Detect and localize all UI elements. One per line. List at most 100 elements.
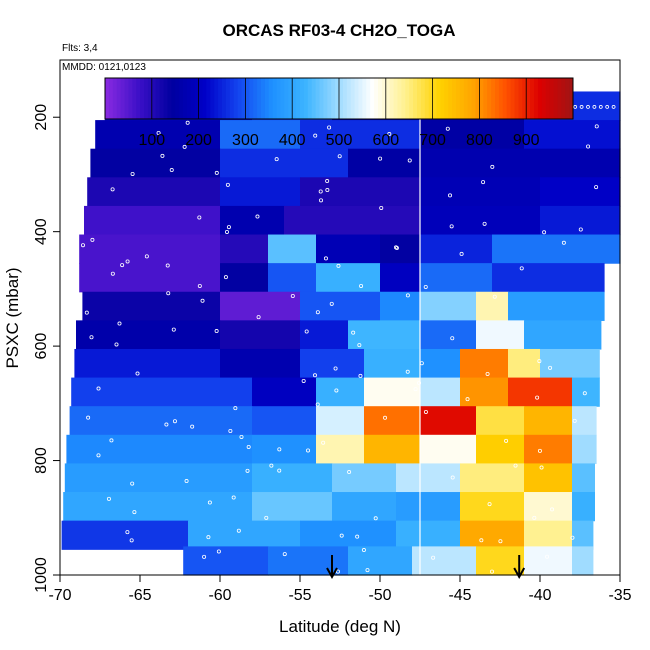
heatmap-cell xyxy=(183,546,269,576)
sample-point xyxy=(405,293,410,298)
heatmap-cell xyxy=(572,463,595,493)
sample-point xyxy=(185,120,190,125)
flights-annotation: Flts: 3,4 xyxy=(62,43,98,54)
colorbar-cell xyxy=(350,78,356,119)
sample-point xyxy=(224,229,229,234)
colorbar-cell xyxy=(233,78,239,119)
heatmap-cell xyxy=(87,177,221,207)
heatmap-cell xyxy=(252,492,333,522)
sample-point xyxy=(120,263,125,268)
sample-point xyxy=(423,284,428,289)
sample-point xyxy=(611,105,616,109)
heatmap-cell xyxy=(540,205,621,236)
sample-point xyxy=(130,171,135,176)
colorbar-cell xyxy=(502,78,508,119)
sample-point xyxy=(542,230,547,235)
colorbar-cell xyxy=(229,78,235,119)
colorbar-cell xyxy=(319,78,324,119)
sample-point xyxy=(197,283,202,288)
heatmap-cell xyxy=(76,320,221,350)
sample-point xyxy=(450,475,455,480)
sample-point xyxy=(548,365,553,370)
heatmap-cell xyxy=(420,377,461,407)
x-tick-label: -70 xyxy=(48,587,71,604)
sample-point xyxy=(339,533,344,538)
y-tick-label: 600 xyxy=(33,333,50,360)
x-tick-label: -35 xyxy=(608,587,631,604)
heatmap-cell xyxy=(476,434,525,465)
sample-point xyxy=(359,283,364,288)
colorbar-cell xyxy=(194,78,200,119)
colorbar-cell xyxy=(144,78,149,119)
colorbar-cell xyxy=(436,78,441,119)
sample-point xyxy=(207,500,212,505)
heatmap-cell xyxy=(348,148,421,178)
colorbar-cell xyxy=(432,78,437,119)
sample-point xyxy=(197,215,202,220)
sample-point xyxy=(325,179,330,184)
heatmap-cell xyxy=(66,434,253,465)
x-tick-label: -50 xyxy=(368,587,391,604)
colorbar-cell xyxy=(245,78,250,119)
colorbar-cell xyxy=(284,78,289,119)
colorbar-tick-label: 500 xyxy=(326,132,353,149)
heatmap-cell xyxy=(524,120,621,150)
heatmap-cell xyxy=(476,320,525,350)
sample-point xyxy=(132,510,137,515)
heatmap-cell xyxy=(460,377,509,407)
sample-point xyxy=(277,447,282,452)
heatmap-cell xyxy=(316,377,365,407)
colorbar-cell xyxy=(237,78,242,119)
sample-point xyxy=(373,516,378,521)
sample-point xyxy=(431,555,436,560)
colorbar-cell xyxy=(210,78,215,119)
sample-point xyxy=(169,168,174,173)
colorbar-frame xyxy=(104,77,574,120)
colorbar-cell xyxy=(311,78,317,119)
colorbar-cell xyxy=(409,78,414,119)
sample-point xyxy=(226,225,231,230)
colorbar-cell xyxy=(526,78,531,119)
sample-point xyxy=(379,205,384,210)
colorbar-cell xyxy=(342,78,348,119)
sample-point xyxy=(190,424,195,429)
heatmap-cell xyxy=(220,291,301,321)
colorbar-cell xyxy=(389,78,395,119)
colorbar-cell xyxy=(456,78,461,119)
colorbar-cell xyxy=(323,78,328,119)
heatmap-cell xyxy=(572,546,594,576)
heatmap-cell xyxy=(460,348,509,379)
sample-point xyxy=(539,465,544,470)
colorbar-cell xyxy=(264,78,270,119)
sample-point xyxy=(594,185,599,190)
heatmap-cell xyxy=(420,406,477,436)
colorbar-cell xyxy=(105,78,110,119)
heatmap-cell xyxy=(252,377,317,407)
colorbar-cell xyxy=(108,78,114,119)
sample-point xyxy=(485,371,490,376)
heatmap-cell xyxy=(252,434,317,465)
heatmap-cell xyxy=(420,263,493,293)
colorbar-cell xyxy=(346,78,352,119)
colorbar-cell xyxy=(218,78,223,119)
heatmap-cell xyxy=(69,406,253,436)
heatmap-cell xyxy=(420,205,541,236)
colorbar-cell xyxy=(183,78,188,119)
sample-point xyxy=(315,310,320,315)
y-tick-label: 200 xyxy=(33,104,50,131)
heatmap-cell xyxy=(252,463,333,493)
y-axis: 200 400 600 800 1000 xyxy=(33,104,60,593)
heatmap-cell xyxy=(460,463,525,493)
sample-point xyxy=(448,193,453,198)
sample-point xyxy=(479,538,484,543)
sample-point xyxy=(225,182,230,187)
colorbar-tick-label: 900 xyxy=(513,132,540,149)
heatmap-cell xyxy=(420,177,541,207)
heatmap-cell xyxy=(508,291,605,321)
x-axis: -70 -65 -60 -55 -50 -45 -40 -35 xyxy=(48,575,632,604)
colorbar-tick-label: 600 xyxy=(372,132,399,149)
colorbar-cell xyxy=(202,78,207,119)
heatmap-cell xyxy=(188,520,301,550)
heatmap-cell xyxy=(364,406,421,436)
